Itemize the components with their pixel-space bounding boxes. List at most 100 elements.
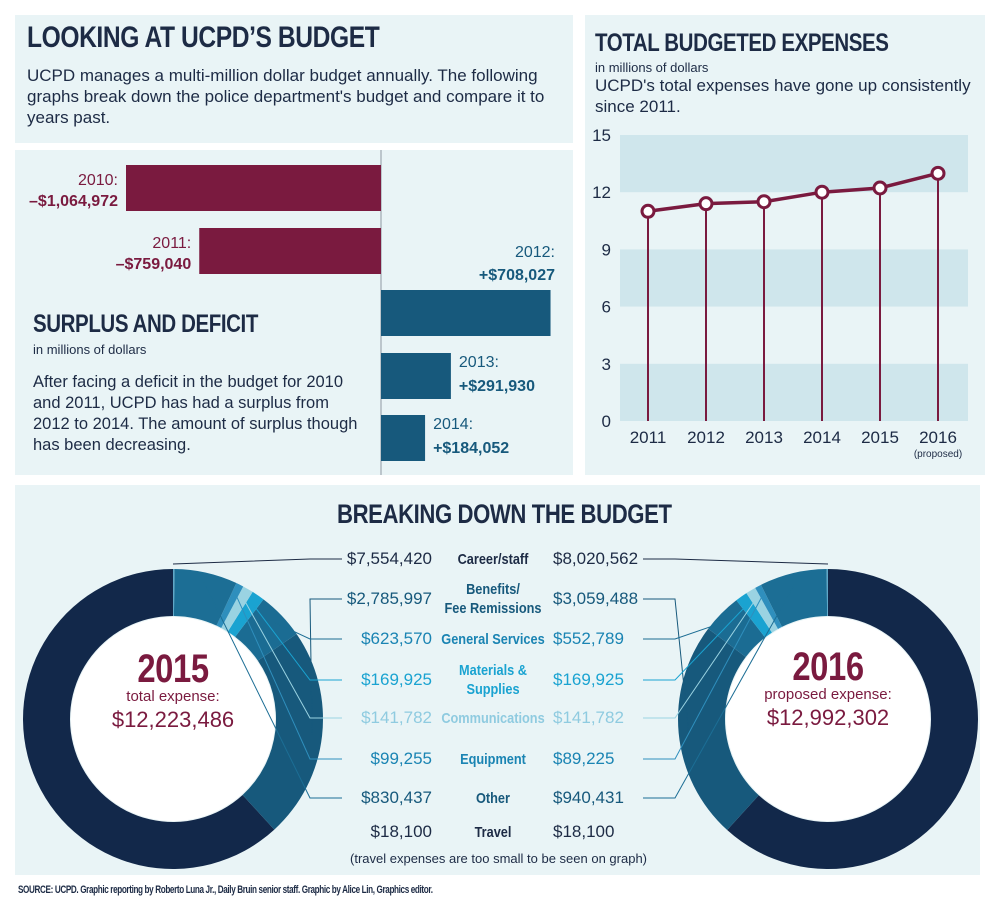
- bar-2013: [381, 353, 451, 399]
- breakdown-title: BREAKING DOWN THE BUDGET: [337, 499, 672, 529]
- donut-right-slice-7: [826, 569, 828, 617]
- category-label-1: Benefits/: [466, 580, 520, 597]
- category-label-0: Career/staff: [458, 550, 529, 567]
- x-tick-label-2015: 2015: [861, 428, 899, 447]
- data-point-2015: [872, 180, 888, 196]
- connector-left-1: [309, 598, 342, 735]
- donut-2016-total: $12,992,302: [766, 705, 890, 730]
- donut-2015-year: 2015: [137, 647, 209, 691]
- x-tick-label-2016: 2016: [919, 428, 957, 447]
- donut-2016-year: 2016: [792, 645, 864, 689]
- donut-right-slice-6: [760, 569, 828, 627]
- grid-band-0: [620, 135, 968, 193]
- value-2016-4: $141,782: [553, 708, 624, 727]
- intro-title: LOOKING AT UCPD’S BUDGET: [27, 21, 380, 54]
- category-label-5: Equipment: [460, 750, 526, 767]
- donut-left-slice-1: [242, 633, 323, 830]
- surplus-subtitle: in millions of dollars: [33, 342, 147, 357]
- expenses-text: UCPD's total expenses have gone up consi…: [595, 76, 971, 116]
- data-point-2011: [640, 203, 656, 219]
- bar-year-label-2013: 2013:: [459, 354, 499, 371]
- value-2016-3: $169,925: [553, 670, 624, 689]
- surplus-text: After facing a deficit in the budget for…: [33, 373, 358, 454]
- connector-left-3: [252, 603, 342, 681]
- bar-year-label-2010: 2010:: [78, 172, 118, 189]
- bar-2011: [199, 228, 381, 274]
- bar-year-label-2012: 2012:: [515, 244, 555, 261]
- donut-2015-center: 2015 total expense: $12,223,486: [103, 647, 243, 733]
- bar-value-label-2013: +$291,930: [459, 378, 535, 395]
- category-label-7: Travel: [475, 823, 512, 840]
- value-2016-2: $552,789: [553, 629, 624, 648]
- x-tick-label-2011: 2011: [630, 428, 667, 447]
- data-point-2014: [814, 184, 830, 200]
- bar-2012: [381, 290, 551, 336]
- donut-right-slice-3: [736, 593, 772, 638]
- x-tick-label-2012: 2012: [687, 428, 725, 447]
- budget-donut-charts: $7,554,420 $2,785,997 $623,570 $169,925 $141…: [23, 549, 978, 869]
- breakdown-panel: $7,554,420 $2,785,997 $623,570 $169,925 $141…: [15, 485, 980, 875]
- data-point-2012: [698, 196, 714, 212]
- total-expenses-line-chart: 0 3 6 9 12 15 2011 2012 2013 2014 2015 2016 (propose…: [592, 126, 968, 460]
- intro-panel: LOOKING AT UCPD’S BUDGET UCPD manages a …: [15, 15, 573, 143]
- value-2015-3: $169,925: [361, 670, 432, 689]
- donut-left-slice-4: [221, 586, 253, 632]
- expenses-series-line: [647, 171, 939, 214]
- bar-value-label-2012: +$708,027: [479, 267, 555, 284]
- connector-left-6: [203, 582, 342, 799]
- donut-left-slice-6: [173, 569, 237, 626]
- value-2015-6: $830,437: [361, 788, 432, 807]
- source-credit: SOURCE: UCPD. Graphic reporting by Rober…: [18, 884, 433, 896]
- value-2016-6: $940,431: [553, 788, 624, 807]
- y-tick-label-15: 15: [592, 126, 611, 145]
- travel-note: (travel expenses are too small to be see…: [350, 851, 648, 866]
- y-tick-label-9: 9: [602, 240, 611, 259]
- grid-band-2: [620, 363, 968, 421]
- intro-text: UCPD manages a multi-million dollar budg…: [27, 66, 545, 127]
- data-point-2013: [756, 194, 772, 210]
- y-tick-label-12: 12: [592, 183, 611, 202]
- connector-right-4: [643, 598, 757, 719]
- surplus-deficit-chart: 2010: –$1,064,972 2011: –$759,040 2012: +$708…: [29, 150, 555, 475]
- x-tick-label-2013: 2013: [745, 428, 783, 447]
- expenses-panel: TOTAL BUDGETED EXPENSES in millions of d…: [585, 15, 985, 475]
- bar-year-label-2014: 2014:: [433, 416, 473, 433]
- surplus-title: SURPLUS AND DEFICIT: [33, 310, 258, 338]
- donut-2016-label: proposed expense:: [764, 686, 892, 703]
- grid-band-1: [620, 249, 968, 307]
- value-2016-0: $8,020,562: [553, 549, 638, 568]
- data-point-2016: [930, 165, 946, 181]
- connector-right-0: [643, 558, 829, 565]
- value-2015-5: $99,255: [371, 749, 432, 768]
- donut-left-hole: [71, 617, 275, 821]
- bar-value-label-2010: –$1,064,972: [29, 193, 118, 210]
- donut-left-slice-5: [216, 583, 244, 628]
- category-label-3: Materials &: [459, 661, 527, 678]
- y-tick-label-0: 0: [602, 412, 611, 431]
- donut-left-slice-7: [173, 569, 175, 617]
- category-label-4: Communications: [441, 709, 545, 726]
- donut-2015-label: total expense:: [126, 688, 220, 705]
- value-2015-1: $2,785,997: [347, 589, 432, 608]
- connector-left-4: [242, 597, 342, 719]
- donut-left-slice-0: [23, 569, 275, 869]
- value-2016-7: $18,100: [553, 822, 614, 841]
- bar-year-label-2011: 2011:: [152, 235, 191, 252]
- bar-value-label-2011: –$759,040: [116, 256, 192, 273]
- connector-right-1: [643, 598, 690, 733]
- donut-right-slice-1: [678, 628, 759, 831]
- connector-left-5: [234, 593, 342, 760]
- proposed-note: (proposed): [914, 449, 962, 460]
- y-tick-label-3: 3: [602, 355, 611, 374]
- value-2015-4: $141,782: [361, 708, 432, 727]
- value-2016-5: $89,225: [553, 749, 614, 768]
- donut-right-slice-2: [708, 600, 766, 657]
- connector-right-5: [643, 594, 764, 760]
- connector-right-6: [643, 582, 796, 799]
- bar-2010: [126, 165, 381, 211]
- expenses-title: TOTAL BUDGETED EXPENSES: [595, 29, 889, 57]
- connector-right-2: [643, 620, 729, 640]
- category-label-1-line2: Fee Remissions: [445, 599, 542, 616]
- bar-value-label-2014: +$184,052: [433, 440, 509, 457]
- donut-right-slice-4: [746, 587, 779, 633]
